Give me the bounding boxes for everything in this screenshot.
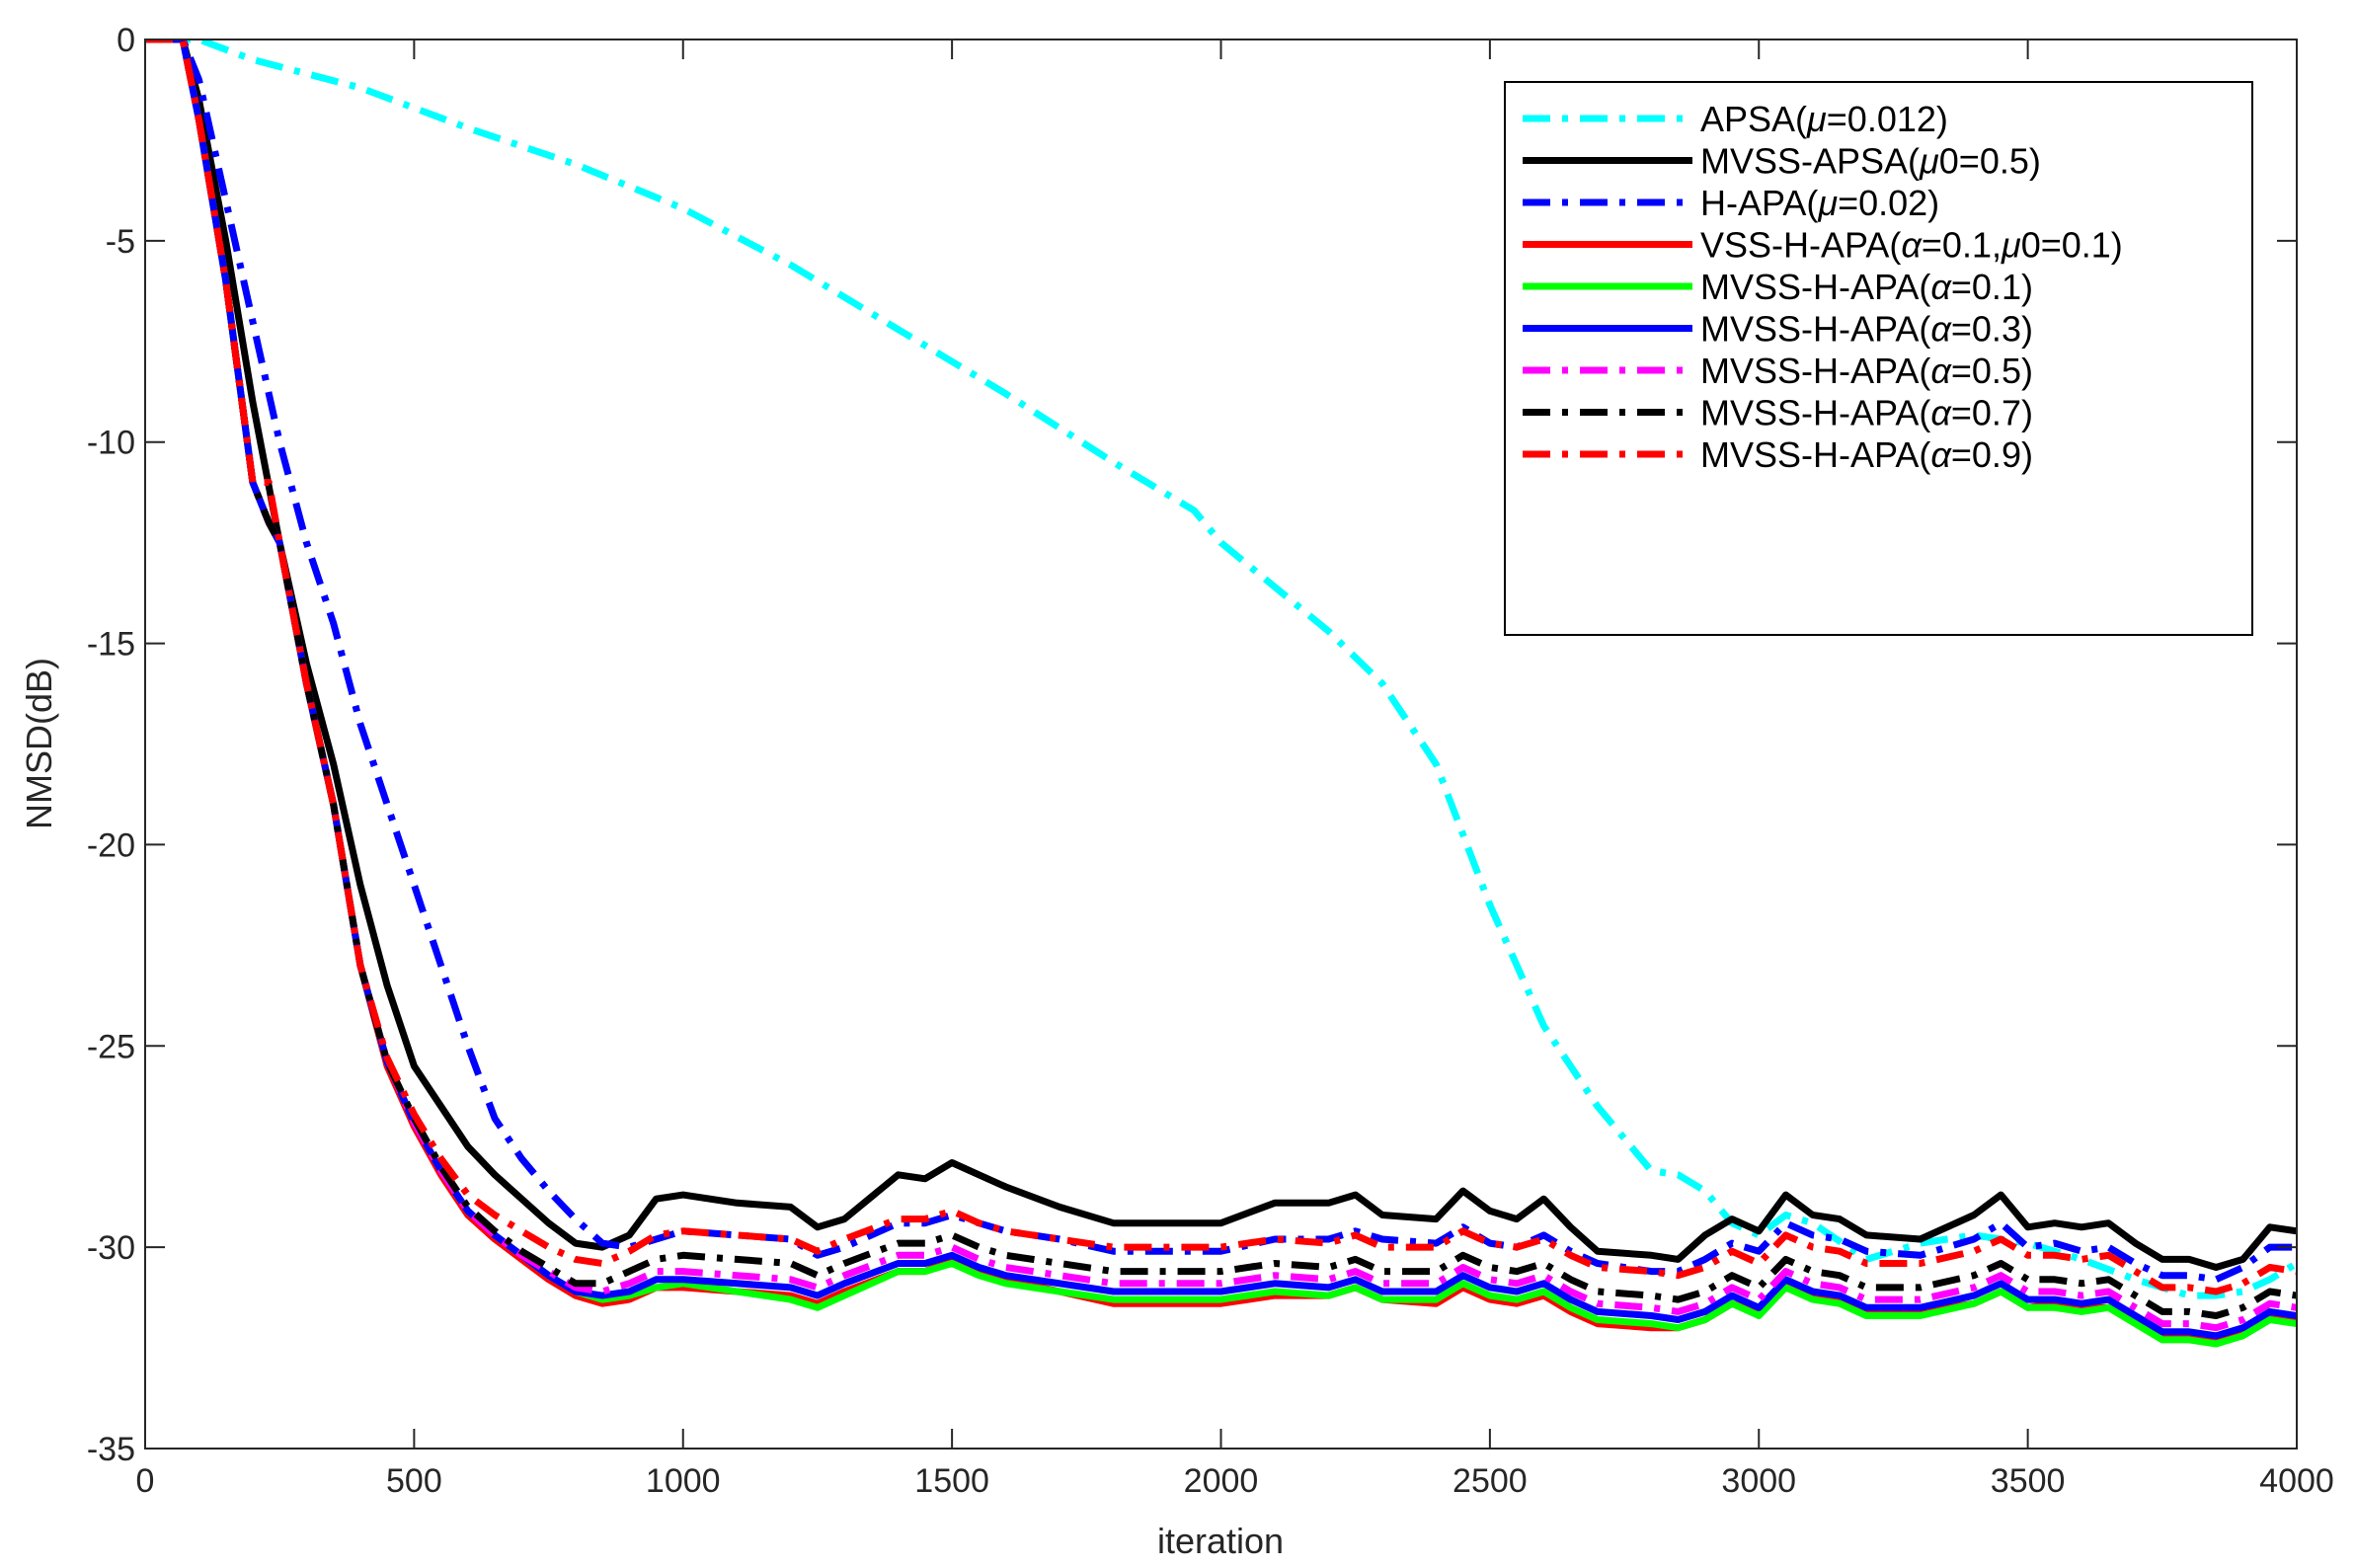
legend-label-part: μ [1817, 183, 1838, 223]
legend-label-part: α [1930, 351, 1952, 391]
legend-label-part: MVSS-H-APA( [1700, 267, 1930, 307]
series-line-8 [145, 39, 2297, 1319]
legend-label-part: =0.3) [1951, 309, 2033, 350]
y-tick-label: -25 [87, 1028, 135, 1065]
legend-label-2: MVSS-APSA(μ0=0.5) [1700, 141, 2041, 182]
legend-label-part: MVSS-APSA( [1700, 141, 1920, 182]
legend-label-part: α [1930, 393, 1952, 433]
y-axis-label: NMSD(dB) [19, 658, 59, 829]
y-tick-label: -20 [87, 826, 135, 864]
legend-label-part: =0.7) [1951, 393, 2033, 433]
legend-label-part: MVSS-H-APA( [1700, 351, 1930, 391]
x-tick-label: 500 [386, 1462, 442, 1500]
y-tick-label: -5 [106, 223, 135, 261]
legend-label-part: MVSS-H-APA( [1700, 309, 1930, 350]
x-tick-label: 1500 [914, 1462, 989, 1500]
legend-box [1504, 81, 2253, 636]
legend-label-part: H-APA( [1700, 183, 1818, 223]
x-tick-label: 4000 [2259, 1462, 2334, 1500]
legend-label-part: =0.02) [1838, 183, 1939, 223]
legend-label-5: MVSS-H-APA(α=0.1) [1700, 267, 2033, 307]
tick-layer: 0 500 1000 1500 2000 2500 3000 3500 4000 0 -5 -10 -1… [87, 22, 2334, 1500]
legend-label-part: =0.1, [1922, 225, 2002, 266]
series-line-2 [145, 39, 2297, 1271]
series-line-3 [145, 39, 2297, 1284]
y-tick-label: -30 [87, 1229, 135, 1267]
legend-label-part: 0=0.1) [2021, 225, 2123, 266]
legend-label-part: α [1930, 434, 1952, 475]
legend-label-part: MVSS-H-APA( [1700, 393, 1930, 433]
x-tick-label: 3000 [1721, 1462, 1796, 1500]
y-tick-label: 0 [117, 22, 135, 59]
legend-label-part: μ [2001, 225, 2021, 266]
legend-label-part: =0.9) [1951, 434, 2033, 475]
legend-label-part: =0.012) [1827, 99, 1948, 139]
legend-label-part: α [1930, 267, 1952, 307]
legend-label-part: α [1901, 225, 1923, 266]
legend-label-part: =0.1) [1951, 267, 2033, 307]
series-line-9 [145, 39, 2297, 1295]
legend-label-part: α [1930, 309, 1952, 350]
legend-label-part: VSS-H-APA( [1700, 225, 1901, 266]
x-axis-label: iteration [1157, 1521, 1284, 1561]
y-tick-label: -15 [87, 626, 135, 664]
legend-label-part: μ [1806, 99, 1827, 139]
legend-label-part: APSA( [1700, 99, 1807, 139]
x-tick-label: 3500 [1991, 1462, 2066, 1500]
legend: APSA(μ=0.012)MVSS-APSA(μ0=0.5)H-APA(μ=0.… [1504, 81, 2253, 636]
legend-label-4: VSS-H-APA(α=0.1,μ0=0.1) [1700, 225, 2123, 266]
legend-label-3: H-APA(μ=0.02) [1700, 183, 1939, 223]
legend-label-7: MVSS-H-APA(α=0.5) [1700, 351, 2033, 391]
legend-label-part: MVSS-H-APA( [1700, 434, 1930, 475]
x-tick-label: 0 [136, 1462, 155, 1500]
x-tick-label: 1000 [646, 1462, 721, 1500]
legend-label-8: MVSS-H-APA(α=0.7) [1700, 393, 2033, 433]
legend-label-1: APSA(μ=0.012) [1700, 99, 1948, 139]
y-tick-label: -35 [87, 1431, 135, 1468]
legend-label-part: μ [1919, 141, 1939, 182]
legend-label-part: 0=0.5) [1939, 141, 2041, 182]
legend-label-9: MVSS-H-APA(α=0.9) [1700, 434, 2033, 475]
series-layer [145, 39, 2297, 1348]
y-tick-label: -10 [87, 425, 135, 462]
x-tick-label: 2000 [1184, 1462, 1259, 1500]
x-tick-label: 2500 [1453, 1462, 1528, 1500]
series-line-1 [145, 39, 2297, 1299]
legend-label-part: =0.5) [1951, 351, 2033, 391]
legend-label-6: MVSS-H-APA(α=0.3) [1700, 309, 2033, 350]
